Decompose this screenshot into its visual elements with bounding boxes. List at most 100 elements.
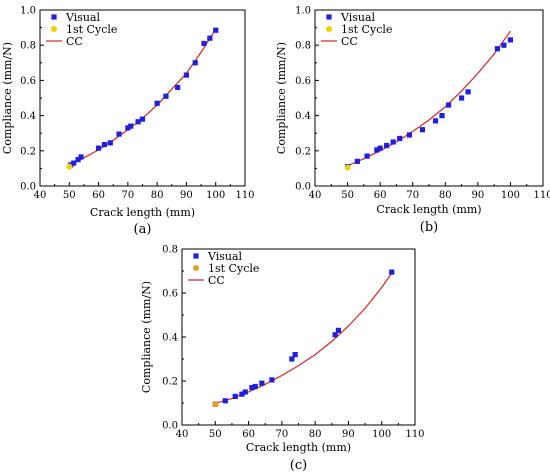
data-point-visual	[332, 332, 338, 338]
data-point-visual	[239, 391, 245, 397]
x-tick-label: 90	[180, 190, 193, 201]
x-tick-label: 70	[406, 190, 419, 201]
data-point-visual	[101, 142, 108, 148]
y-tick-label: 1.0	[20, 6, 36, 17]
data-point-visual	[163, 93, 169, 99]
legend-label: 1st Cycle	[341, 23, 392, 36]
legend-swatch-circle	[51, 26, 57, 32]
data-point-visual	[389, 269, 395, 275]
legend-label: 1st Cycle	[208, 262, 259, 275]
y-tick-label: 0.4	[295, 111, 311, 122]
x-tick-label: 50	[341, 190, 354, 201]
x-tick-label: 110	[405, 429, 424, 440]
data-point-visual	[125, 125, 131, 131]
x-tick-label: 90	[342, 429, 355, 440]
data-point-visual	[439, 113, 445, 119]
data-point-1st-cycle	[66, 163, 73, 170]
y-tick-label: 0.6	[295, 76, 311, 87]
y-tick-label: 0.0	[20, 182, 36, 193]
x-tick-label: 110	[533, 190, 550, 201]
data-area	[344, 30, 514, 171]
y-tick-label: 0.6	[162, 289, 178, 300]
panel-label: (a)	[134, 222, 152, 237]
data-point-visual	[364, 153, 370, 159]
data-point-visual	[269, 377, 275, 383]
data-point-1st-cycle	[212, 401, 219, 408]
data-point-visual	[390, 139, 396, 145]
data-point-visual	[175, 84, 181, 91]
y-axis-label: Compliance (mm/N)	[140, 281, 153, 393]
legend-swatch-circle	[193, 265, 199, 271]
chart-panel-b: 40 50 60 70 80 90 100 110 0.0 0.2 0.4 0.6 0.8 1.0 Crac…	[275, 6, 550, 236]
x-tick-label: 70	[275, 429, 288, 440]
series-line-cc	[347, 30, 511, 167]
data-point-visual	[95, 145, 102, 151]
data-point-visual	[432, 118, 439, 124]
x-tick-label: 80	[309, 429, 322, 440]
x-tick-label: 50	[209, 429, 222, 440]
y-tick-label: 0.2	[162, 377, 178, 388]
legend-label: Visual	[207, 250, 243, 263]
y-axis-label: Compliance (mm/N)	[275, 42, 288, 154]
legend-label: Visual	[340, 11, 376, 24]
data-point-visual	[213, 27, 219, 33]
y-tick-label: 0.0	[162, 421, 178, 432]
legend-label: 1st Cycle	[66, 23, 117, 36]
x-tick-label: 80	[439, 190, 452, 201]
x-tick-label: 60	[92, 190, 105, 201]
x-tick-label: 110	[235, 190, 254, 201]
data-point-visual	[252, 383, 258, 390]
series-line-cc	[215, 272, 393, 405]
data-point-visual	[135, 119, 141, 125]
x-tick-label: 80	[151, 190, 164, 201]
data-point-visual	[222, 398, 228, 404]
data-point-visual	[249, 385, 255, 391]
y-tick-label: 0.8	[20, 41, 36, 52]
data-point-visual	[354, 158, 360, 164]
data-point-visual	[75, 157, 81, 163]
legend-swatch-square	[193, 253, 199, 259]
y-tick-label: 0.8	[162, 245, 178, 256]
x-tick-label: 40	[34, 190, 47, 201]
data-point-visual	[377, 145, 383, 151]
data-area	[212, 269, 395, 408]
x-tick-label: 90	[471, 190, 484, 201]
panel-label: (b)	[420, 220, 438, 235]
legend-swatch-square	[51, 14, 57, 20]
x-tick-label: 40	[309, 190, 322, 201]
x-tick-label: 60	[242, 429, 255, 440]
data-point-visual	[289, 356, 295, 362]
data-point-visual	[207, 35, 213, 41]
y-tick-label: 0.2	[20, 146, 36, 157]
legend-label: CC	[66, 35, 83, 48]
data-point-visual	[445, 102, 452, 108]
x-tick-label: 100	[501, 190, 520, 201]
data-point-visual	[116, 131, 122, 137]
data-point-visual	[154, 100, 160, 106]
series-line-cc	[69, 29, 217, 167]
x-axis-label: Crack length (mm)	[246, 441, 351, 454]
data-point-visual	[458, 95, 465, 101]
data-point-visual	[465, 89, 471, 95]
y-axis-label: Compliance (mm/N)	[1, 42, 14, 154]
data-point-visual	[192, 60, 198, 66]
data-point-visual	[128, 123, 134, 129]
data-point-visual	[507, 37, 514, 43]
data-point-visual	[419, 127, 426, 133]
y-tick-label: 0.8	[295, 41, 311, 52]
data-point-visual	[78, 154, 84, 160]
x-tick-label: 100	[206, 190, 225, 201]
data-point-visual	[335, 327, 342, 333]
y-tick-label: 0.6	[20, 76, 36, 87]
chart-panel-c: 40 50 60 70 80 90 100 110 0.0 0.2 0.4 0.6 0.8 Crack l…	[140, 245, 425, 474]
x-tick-label: 40	[176, 429, 189, 440]
data-point-visual	[232, 393, 238, 399]
data-point-visual	[406, 132, 413, 138]
data-point-visual	[397, 135, 403, 142]
x-axis-label: Crack length (mm)	[90, 206, 195, 219]
data-point-visual	[501, 42, 507, 48]
y-tick-label: 0.4	[162, 333, 178, 344]
